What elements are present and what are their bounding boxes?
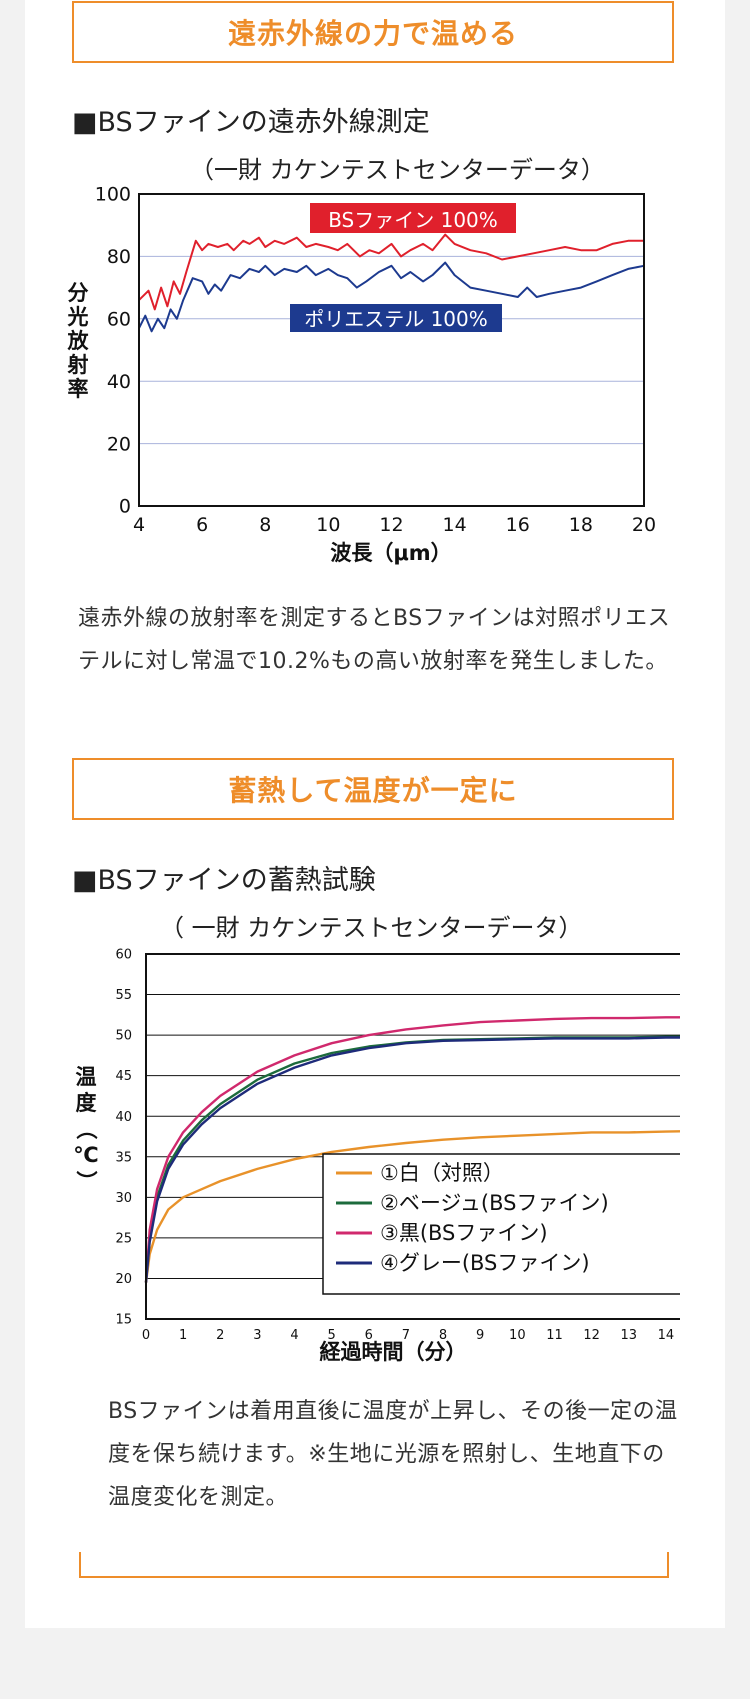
x-tick-label: 6: [196, 514, 208, 536]
y-tick-label: 15: [115, 1313, 132, 1328]
section2-subtitle: ■BSファインの蓄熱試験: [72, 865, 376, 896]
y-tick-label: 60: [107, 308, 131, 330]
chart1-series: [138, 233, 645, 333]
chart2-y-label: 温度 （ ℃ ）: [73, 1065, 98, 1192]
x-tick-label: 16: [506, 514, 530, 536]
y-label-char: 分: [68, 281, 89, 305]
section1-heading: 遠赤外線の力で温める: [72, 1, 674, 63]
x-tick-label: 1: [179, 1328, 187, 1343]
y-tick-label: 20: [115, 1272, 132, 1287]
x-tick-label: 14: [443, 514, 467, 536]
y-tick-label: 45: [115, 1069, 132, 1084]
x-tick-label: 0: [142, 1328, 150, 1343]
x-tick-label: 12: [379, 514, 403, 536]
chart1-plot-frame: [138, 193, 645, 507]
legend-entry: ③黒(BSファイン): [380, 1221, 548, 1245]
y-tick-label: 0: [119, 496, 131, 518]
x-tick-label: 8: [259, 514, 271, 536]
y-label-char: ℃: [73, 1143, 98, 1167]
x-tick-label: 10: [316, 514, 340, 536]
section2-source: （ 一財 カケンテストセンターデータ）: [160, 914, 583, 942]
legend-entry: ②ベージュ(BSファイン): [380, 1191, 609, 1215]
series-line-0: [138, 233, 644, 311]
series-line-2: [144, 1016, 680, 1283]
section1-source: （一財 カケンテストセンターデータ）: [190, 156, 605, 184]
y-tick-label: 25: [115, 1231, 132, 1246]
y-tick-label: 20: [107, 433, 131, 455]
chart2-legend: ①白（対照） ②ベージュ(BSファイン) ③黒(BSファイン) ④グレー(BSファイン…: [322, 1153, 680, 1295]
legend-bsfine: BSファイン 100%: [328, 208, 498, 232]
y-label-char: 放: [67, 329, 90, 353]
y-tick-label: 55: [115, 988, 132, 1003]
legend-entry: ①白（対照）: [380, 1161, 504, 1185]
section-end-bracket: [79, 1552, 669, 1578]
series-line-1: [138, 261, 645, 333]
x-tick-label: 10: [509, 1328, 526, 1343]
y-label-char: 度: [76, 1091, 97, 1115]
chart1-x-label: 波長（μm）: [330, 541, 451, 565]
x-tick-label: 20: [632, 514, 656, 536]
y-tick-label: 50: [115, 1029, 132, 1044]
y-label-char: （: [74, 1119, 98, 1140]
x-tick-label: 12: [583, 1328, 600, 1343]
chart1-legend-bs: BSファイン 100%: [310, 203, 516, 233]
x-tick-label: 2: [216, 1328, 224, 1343]
y-label-char: 率: [68, 377, 89, 401]
y-label-char: 光: [67, 305, 89, 329]
x-tick-label: 4: [290, 1328, 298, 1343]
series-line-0: [144, 1130, 680, 1283]
x-tick-label: 9: [476, 1328, 484, 1343]
y-tick-label: 80: [107, 246, 131, 268]
legend-entry: ④グレー(BSファイン): [380, 1251, 590, 1275]
y-tick-label: 100: [95, 184, 131, 206]
y-tick-label: 35: [115, 1150, 132, 1165]
x-tick-label: 8: [439, 1328, 447, 1343]
y-tick-label: 40: [115, 1110, 132, 1125]
x-tick-label: 18: [569, 514, 593, 536]
chart1-legend-polyester: ポリエステル 100%: [290, 304, 502, 332]
x-tick-label: 7: [402, 1328, 410, 1343]
chart2-series: [144, 1016, 680, 1283]
chart2-plot-frame: [145, 953, 680, 1320]
y-tick-label: 40: [107, 371, 131, 393]
x-tick-label: 13: [620, 1328, 637, 1343]
series-line-3: [144, 1036, 680, 1283]
section2-description: BSファインは着用直後に温度が上昇し、その後一定の温度を保ち続けます。※生地に光…: [108, 1399, 678, 1510]
section1-description: 遠赤外線の放射率を測定するとBSファインは対照ポリエステルに対し常温で10.2%…: [78, 606, 671, 674]
x-tick-label: 11: [546, 1328, 563, 1343]
x-tick-label: 4: [133, 514, 145, 536]
y-label-char: ）: [74, 1171, 98, 1192]
section1-subtitle: ■BSファインの遠赤外線測定: [72, 107, 430, 138]
y-tick-label: 30: [115, 1191, 132, 1206]
legend-polyester: ポリエステル 100%: [304, 307, 488, 331]
x-tick-label: 3: [253, 1328, 261, 1343]
chart1-ticks: 0 20 40 60 80 100 4 6 8 10 12 14 16 18 20: [95, 184, 656, 536]
y-tick-label: 60: [115, 948, 132, 963]
x-tick-label: 6: [365, 1328, 373, 1343]
chart2-x-label: 経過時間（分）: [320, 1340, 467, 1364]
section2-heading: 蓄熱して温度が一定に: [72, 758, 674, 820]
x-tick-label: 14: [658, 1328, 675, 1343]
x-tick-label: 5: [328, 1328, 336, 1343]
y-label-char: 温: [76, 1065, 97, 1089]
y-label-char: 射: [67, 353, 89, 377]
